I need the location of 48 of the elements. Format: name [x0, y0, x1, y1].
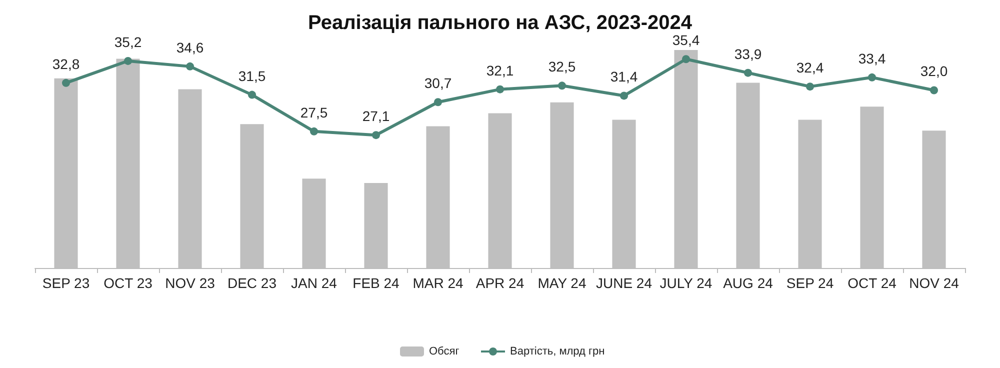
- data-label: 33,4: [858, 50, 886, 66]
- chart-title: Реалізація пального на АЗС, 2023-2024: [308, 12, 693, 34]
- point: [248, 90, 256, 99]
- data-label: 32,4: [796, 60, 824, 76]
- legend-label: Обсяг: [429, 346, 460, 358]
- point: [868, 73, 876, 82]
- point: [558, 82, 566, 90]
- x-tick-label: MAR 24: [412, 275, 464, 291]
- data-label: 27,5: [300, 104, 328, 120]
- data-label: 32,0: [920, 63, 948, 80]
- x-tick-label: OCT 23: [104, 275, 153, 291]
- data-label: 35,2: [114, 34, 142, 50]
- point: [744, 68, 752, 77]
- data-label: 30,7: [424, 75, 452, 92]
- point: [434, 98, 442, 106]
- x-tick-label: OCT 24: [848, 275, 897, 291]
- data-label: 27,1: [362, 108, 390, 124]
- point: [372, 131, 380, 140]
- x-tick-label: JULY 24: [660, 275, 712, 291]
- point: [682, 55, 690, 64]
- data-label: 35,4: [672, 32, 700, 48]
- x-tick-label: JAN 24: [291, 275, 338, 291]
- data-label: 33,9: [734, 46, 762, 62]
- x-tick-label: NOV 23: [165, 275, 216, 291]
- point: [620, 92, 628, 100]
- point: [930, 86, 938, 94]
- data-label: 31,4: [610, 68, 638, 85]
- data-label: 32,1: [486, 62, 514, 78]
- point: [310, 127, 318, 136]
- point: [62, 78, 70, 87]
- data-label: 32,8: [52, 56, 80, 72]
- x-tick-label: SEP 23: [42, 275, 90, 291]
- data-label: 32,5: [548, 58, 576, 75]
- point: [806, 82, 814, 91]
- point: [124, 56, 132, 65]
- x-tick-label: MAY 24: [538, 275, 586, 291]
- x-tick-label: SEP 24: [786, 275, 834, 291]
- x-tick-label: AUG 24: [723, 275, 774, 291]
- x-tick-label: FEB 24: [352, 275, 400, 291]
- data-label: 31,5: [238, 68, 266, 84]
- legend-label: Вартість, млрд грн: [510, 346, 605, 358]
- x-tick-label: APR 24: [476, 275, 524, 291]
- x-tick-label: DEC 23: [227, 275, 277, 291]
- point: [186, 62, 194, 70]
- data-label: 34,6: [176, 39, 204, 56]
- x-tick-label: JUNE 24: [596, 275, 652, 291]
- point: [496, 85, 504, 94]
- x-tick-label: NOV 24: [909, 275, 960, 291]
